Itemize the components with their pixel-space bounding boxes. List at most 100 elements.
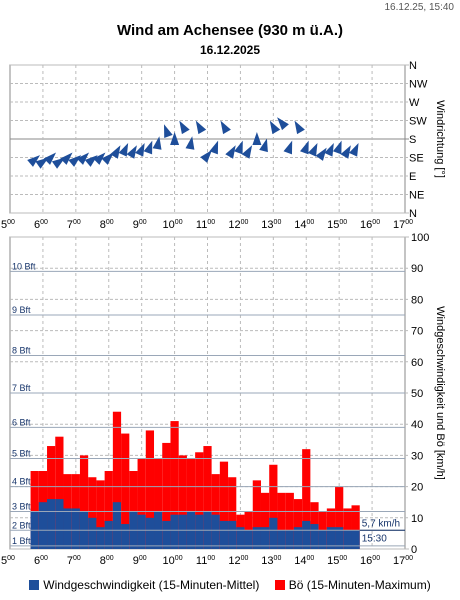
- speed-tick-label: 40: [411, 419, 423, 431]
- speed-bar: [293, 527, 303, 549]
- x-tick-label: 1400: [294, 219, 314, 231]
- speed-bar: [269, 517, 278, 549]
- chart-title: Wind am Achensee (930 m ü.A.): [116, 22, 344, 39]
- speed-tick-label: 100: [411, 232, 429, 244]
- speed-bar: [236, 527, 245, 549]
- speed-tick-label: 50: [411, 388, 423, 400]
- x-tick-label: 1000: [163, 555, 183, 567]
- wind-direction-arrow: [300, 140, 309, 155]
- wind-direction-arrow: [277, 117, 289, 131]
- legend-speed-swatch: [29, 580, 40, 590]
- gust-bar: [219, 461, 229, 549]
- gust-bar: [195, 452, 204, 549]
- wind-direction-arrow: [283, 140, 293, 155]
- wind-direction-arrow: [225, 145, 236, 159]
- wind-direction-arrow: [220, 120, 231, 135]
- gust-bar: [252, 480, 261, 549]
- x-tick-label: 700: [67, 219, 81, 231]
- x-tick-label: 1700: [393, 555, 413, 567]
- gust-bar: [269, 464, 278, 549]
- wind-direction-arrow: [294, 120, 305, 135]
- speed-tick-label: 70: [411, 326, 423, 338]
- gust-bar: [178, 455, 187, 549]
- direction-tick-label: N: [409, 60, 417, 72]
- speed-bar: [145, 517, 155, 549]
- wind-direction-arrow: [118, 142, 129, 157]
- legend-gust: Bö (15-Minuten-Maximum): [274, 578, 431, 592]
- speed-bar: [351, 530, 360, 549]
- wind-direction-arrow: [179, 120, 190, 135]
- direction-y-label: Windrichtung [°]: [434, 100, 446, 178]
- speed-tick-label: 30: [411, 450, 423, 462]
- speed-bar: [219, 520, 229, 549]
- speed-y-label: Windgeschwindigkeit und Bö [km/h]: [434, 306, 446, 480]
- x-tick-label: 700: [67, 555, 81, 567]
- speed-tick-label: 0: [411, 544, 417, 556]
- speed-bar: [96, 527, 105, 549]
- x-tick-label: 600: [34, 219, 48, 231]
- beaufort-label: 10 Bft: [12, 261, 36, 271]
- speed-bar: [310, 524, 319, 549]
- gust-bar: [145, 430, 155, 549]
- wind-direction-arrow: [348, 142, 359, 157]
- x-tick-label: 500: [1, 219, 15, 231]
- wind-direction-arrow: [93, 152, 106, 165]
- wind-direction-arrow: [143, 140, 153, 155]
- wind-direction-arrow: [269, 120, 281, 135]
- wind-direction-arrow: [60, 152, 73, 165]
- x-tick-label: 1000: [163, 219, 183, 231]
- wind-direction-arrow: [170, 132, 180, 145]
- gust-bar: [88, 477, 97, 549]
- x-tick-label: 1400: [294, 555, 314, 567]
- direction-tick-label: N: [409, 208, 417, 220]
- speed-bar: [335, 527, 344, 549]
- wind-direction-arrow: [252, 132, 262, 145]
- speed-bar: [88, 517, 97, 549]
- beaufort-label: 8 Bft: [12, 346, 31, 356]
- speed-bar: [277, 530, 286, 549]
- speed-tick-label: 80: [411, 294, 423, 306]
- beaufort-label: 6 Bft: [12, 417, 31, 427]
- wind-direction-arrow: [51, 157, 66, 169]
- x-tick-label: 1100: [196, 219, 215, 231]
- wind-direction-arrow: [241, 145, 253, 159]
- legend-gust-swatch: [274, 580, 285, 590]
- gust-bar: [79, 455, 89, 549]
- speed-tick-label: 90: [411, 263, 423, 275]
- beaufort-label: 1 Bft: [12, 536, 31, 546]
- x-tick-label: 1600: [360, 219, 380, 231]
- speed-bar: [137, 514, 146, 549]
- gust-bar: [343, 508, 352, 549]
- speed-bar: [104, 520, 113, 549]
- gust-bar: [30, 471, 39, 549]
- beaufort-label: 4 Bft: [12, 477, 31, 487]
- gust-bar: [186, 458, 196, 549]
- speed-bar: [47, 499, 56, 549]
- speed-bar: [170, 514, 179, 549]
- wind-direction-arrow: [126, 145, 137, 159]
- wind-direction-arrow: [110, 145, 121, 159]
- direction-tick-label: S: [409, 134, 416, 146]
- speed-bar: [228, 520, 237, 549]
- speed-bar: [252, 527, 261, 549]
- wind-direction-arrow: [200, 150, 212, 163]
- direction-x-ticks: 500 600 700 800 900 1000 1100 1200 1300 1400 1500 1…: [1, 219, 413, 231]
- speed-bar: [71, 508, 80, 549]
- gust-bar: [285, 492, 294, 549]
- x-tick-label: 600: [34, 555, 48, 567]
- x-tick-label: 1500: [327, 555, 347, 567]
- speed-bar: [121, 524, 130, 549]
- beaufort-label: 9 Bft: [12, 305, 31, 315]
- legend-speed-label: Windgeschwindigkeit (15-Minuten-Mittel): [43, 578, 260, 592]
- gust-bar: [47, 446, 56, 549]
- wind-direction-arrow: [259, 138, 268, 153]
- x-tick-label: 500: [1, 555, 15, 567]
- speed-bar: [244, 530, 253, 549]
- wind-direction-arrow: [43, 152, 57, 165]
- gust-bar: [228, 477, 237, 549]
- wind-direction-arrow: [307, 142, 318, 157]
- timestamp: 16.12.25, 15:40: [384, 2, 454, 13]
- chart-date: 16.12.2025: [199, 43, 261, 57]
- x-tick-label: 1200: [228, 555, 248, 567]
